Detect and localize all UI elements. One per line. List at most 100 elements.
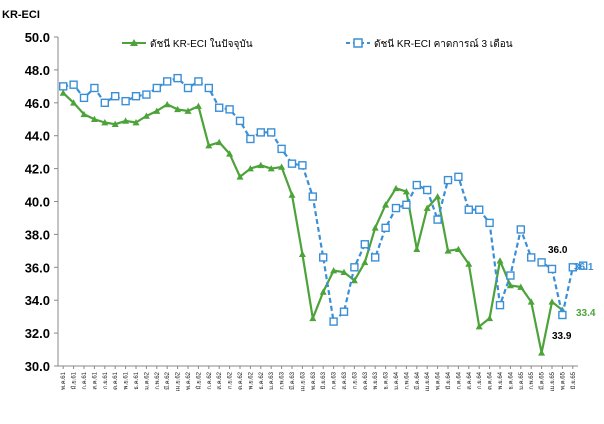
data-point-forecast <box>204 83 214 93</box>
x-tick-label: ก.พ.62 <box>154 371 161 389</box>
data-point-forecast <box>464 205 473 214</box>
data-point-current <box>194 102 202 109</box>
series-layer <box>59 73 588 356</box>
y-tick-label: 50.0 <box>25 30 50 45</box>
data-point-current <box>392 184 400 192</box>
data-point-current <box>330 267 338 274</box>
data-point-forecast <box>360 240 369 249</box>
legend: ดัชนี KR-ECI ในปัจจุบัน ดัชนี KR-ECI คาด… <box>122 38 513 50</box>
y-tick-label: 34.0 <box>25 293 50 308</box>
data-point-current <box>496 257 504 264</box>
data-point-current <box>527 298 535 305</box>
y-axis-title: KR-ECI <box>2 9 40 21</box>
data-point-current <box>246 165 254 172</box>
data-point-current <box>226 150 234 157</box>
data-point-forecast <box>69 80 78 89</box>
x-tick-label: พ.ย.63 <box>372 371 379 389</box>
data-point-forecast <box>579 261 588 270</box>
x-tick-label: ต.ค.62 <box>238 371 244 390</box>
x-tick-label: เม.ย.65 <box>550 371 556 391</box>
data-point-forecast <box>516 225 525 234</box>
y-tick-label: 46.0 <box>25 96 50 111</box>
x-tick-label: มี.ค.65 <box>538 371 546 390</box>
x-tick-label: พ.ย.61 <box>123 371 130 389</box>
x-tick-label: ก.ย.64 <box>477 371 483 389</box>
data-point-forecast <box>568 263 577 272</box>
data-point-forecast <box>495 300 505 310</box>
x-tick-label: ม.ค.62 <box>144 371 150 390</box>
data-point-forecast <box>256 128 265 137</box>
x-tick-label: เม.ย.63 <box>300 371 306 391</box>
y-tick-label: 42.0 <box>25 162 50 177</box>
x-tick-label: ก.พ.65 <box>528 371 535 389</box>
data-point-forecast <box>475 205 484 214</box>
data-point-current <box>475 323 483 330</box>
legend-label-forecast: ดัชนี KR-ECI คาดการณ์ 3 เดือน <box>374 38 513 50</box>
data-point-current <box>538 349 546 356</box>
data-point-current <box>70 99 78 106</box>
data-point-current <box>434 193 442 200</box>
y-tick-label: 48.0 <box>25 63 50 78</box>
data-point-forecast <box>381 223 390 233</box>
legend-marker-forecast <box>353 38 363 48</box>
data-point-current <box>142 112 150 119</box>
x-tick-label: ก.พ.64 <box>403 371 410 389</box>
annotation-current-last: 33.9 <box>552 331 572 342</box>
data-point-current <box>423 204 431 211</box>
data-point-forecast <box>412 180 421 190</box>
data-point-current <box>236 173 244 180</box>
data-point-forecast <box>319 253 328 262</box>
y-tick-label: 30.0 <box>25 359 50 374</box>
x-tick-label: ต.ค.64 <box>488 371 494 390</box>
data-point-forecast <box>329 317 338 326</box>
data-point-forecast <box>59 82 68 91</box>
x-tick-label: ธ.ค.63 <box>383 371 390 389</box>
data-point-current <box>163 100 171 108</box>
data-point-forecast <box>371 253 380 262</box>
data-point-current <box>309 314 317 322</box>
data-point-current <box>402 188 410 195</box>
data-point-forecast <box>246 134 255 144</box>
data-point-forecast <box>183 83 193 93</box>
x-tick-label: พ.ย.64 <box>497 371 504 389</box>
data-point-forecast <box>433 215 442 224</box>
x-tick-label: ธ.ค.62 <box>258 371 265 389</box>
data-point-current <box>205 142 213 149</box>
data-point-forecast <box>194 77 203 86</box>
data-point-forecast <box>225 105 234 114</box>
data-point-forecast <box>537 258 546 267</box>
data-point-forecast <box>235 116 245 126</box>
data-point-current <box>257 161 265 169</box>
x-tick-label: มิ.ย.61 <box>71 371 78 389</box>
x-tick-label: เม.ย.62 <box>176 371 182 391</box>
data-point-forecast <box>287 159 297 168</box>
y-tick-label: 38.0 <box>25 227 50 242</box>
legend-marker-current <box>130 39 138 46</box>
data-point-forecast <box>267 128 276 137</box>
x-tick-label: ธ.ค.64 <box>507 371 514 389</box>
x-tick-label: ก.ย.63 <box>352 371 358 389</box>
data-point-forecast <box>454 172 463 182</box>
data-point-current <box>486 314 494 322</box>
x-tick-label: ต.ค.63 <box>363 371 369 390</box>
x-tick-label: มี.ค.62 <box>163 371 171 390</box>
data-point-current <box>288 191 296 198</box>
x-tick-label: ม.ค.65 <box>519 371 525 390</box>
data-point-current <box>382 201 390 208</box>
x-tick-label: พ.ค.63 <box>310 371 317 390</box>
x-tick-label: ส.ค.63 <box>341 371 348 389</box>
data-point-current <box>517 283 525 290</box>
data-point-current <box>153 107 161 114</box>
x-tick-label: พ.ย.62 <box>247 371 254 389</box>
data-point-forecast <box>423 185 432 195</box>
data-point-current <box>444 247 452 254</box>
data-point-current <box>319 288 327 295</box>
annotation-forecast-last: 36.0 <box>548 245 568 256</box>
data-point-forecast <box>173 73 182 83</box>
x-tick-label: ก.ค.64 <box>456 371 462 389</box>
x-tick-label: ก.ย.62 <box>228 371 234 389</box>
data-point-current <box>59 89 67 96</box>
data-point-forecast <box>79 93 89 103</box>
data-point-forecast <box>142 90 151 99</box>
